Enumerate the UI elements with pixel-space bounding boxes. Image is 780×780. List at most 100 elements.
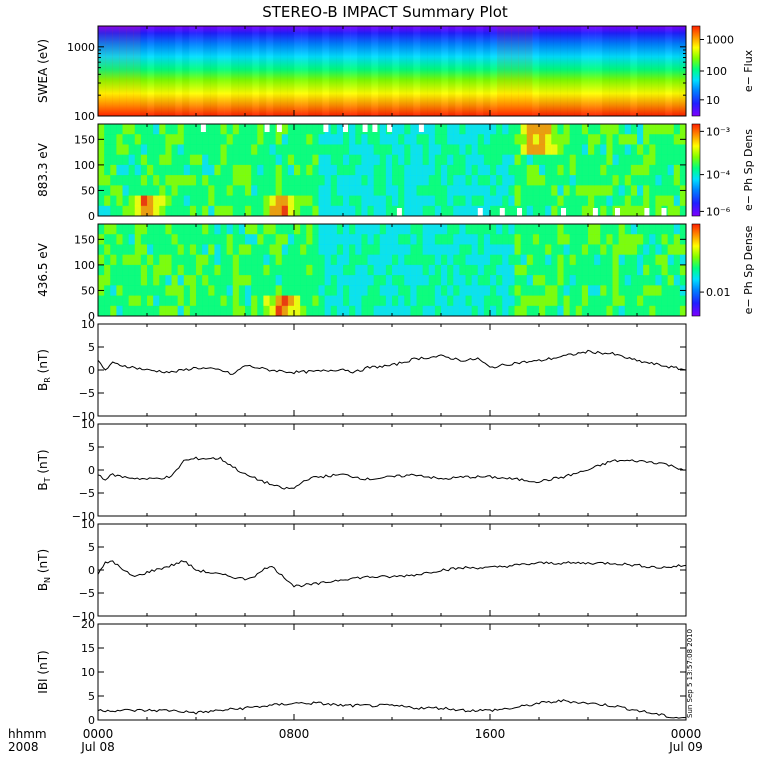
heatmap-cell	[563, 154, 571, 166]
y-tick-label: 5	[88, 541, 95, 554]
heatmap-cell	[122, 124, 130, 135]
heatmap-cell	[385, 285, 393, 296]
heatmap-cell	[441, 244, 448, 256]
heatmap-cell	[245, 164, 252, 176]
heatmap-cell	[526, 275, 534, 286]
heatmap-cell	[202, 164, 209, 176]
heatmap-cell	[532, 185, 540, 196]
heatmap-cell	[477, 175, 485, 186]
swea-time-bin	[483, 26, 491, 116]
heatmap-cell	[165, 254, 172, 266]
heatmap-cell	[392, 154, 399, 166]
heatmap-cell	[410, 144, 417, 156]
heatmap-cell	[312, 144, 319, 156]
heatmap-cell	[557, 254, 564, 266]
heatmap-cell	[428, 254, 436, 266]
heatmap-cell	[214, 175, 221, 186]
heatmap-cell	[465, 275, 473, 286]
heatmap-cell	[238, 264, 246, 276]
heatmap-cell	[655, 275, 662, 286]
heatmap-cell	[526, 144, 534, 156]
heatmap-cell	[245, 254, 252, 266]
heatmap-cell	[679, 164, 687, 176]
heatmap-cell	[422, 244, 430, 256]
heatmap-cell	[563, 244, 571, 256]
heatmap-cell	[630, 244, 638, 256]
heatmap-cell	[471, 244, 479, 256]
heatmap-cell	[306, 234, 313, 245]
heatmap-cell	[502, 175, 509, 186]
heatmap-cell	[269, 164, 277, 176]
heatmap-cell	[490, 224, 497, 235]
heatmap-cell	[122, 244, 130, 256]
heatmap-cell	[220, 264, 228, 276]
heatmap-cell	[630, 305, 638, 317]
heatmap-cell	[324, 305, 332, 317]
heatmap-cell	[667, 305, 675, 317]
heatmap-cell	[679, 205, 687, 217]
heatmap-cell	[373, 175, 381, 186]
heatmap-cell	[275, 195, 283, 207]
heatmap-cell	[140, 134, 148, 145]
heatmap-cell	[220, 134, 228, 145]
heatmap-cell	[147, 234, 154, 245]
heatmap-cell	[294, 175, 301, 186]
heatmap-cell	[392, 185, 399, 196]
swea-time-bin	[511, 26, 519, 116]
heatmap-cell	[637, 185, 644, 196]
heatmap-cell	[490, 234, 497, 245]
heatmap-cell	[153, 264, 160, 276]
heatmap-cell	[514, 134, 522, 145]
heatmap-cell	[428, 164, 436, 176]
heatmap-cell	[551, 124, 558, 135]
heatmap-cell	[392, 195, 399, 207]
heatmap-cell	[441, 305, 448, 317]
heatmap-cell	[483, 285, 491, 296]
heatmap-cell	[520, 305, 528, 317]
heatmap-cell	[257, 185, 264, 196]
heatmap-cell	[477, 164, 485, 176]
heatmap-cell	[294, 234, 301, 245]
heatmap-cell	[545, 295, 552, 307]
heatmap-cell	[649, 175, 656, 186]
heatmap-cell	[330, 244, 338, 256]
heatmap-cell	[98, 264, 105, 276]
heatmap-cell	[140, 144, 148, 156]
heatmap-cell	[104, 305, 111, 317]
heatmap-cell	[551, 195, 558, 207]
heatmap-cell	[183, 205, 191, 217]
heatmap-cell	[214, 264, 221, 276]
heatmap-cell	[404, 264, 411, 276]
heatmap-cell	[238, 154, 246, 166]
heatmap-cell	[214, 144, 221, 156]
heatmap-cell	[202, 195, 209, 207]
heatmap-cell	[232, 134, 240, 145]
x-tick-label: 0000	[83, 727, 114, 741]
heatmap-cell	[281, 295, 289, 307]
heatmap-cell	[312, 264, 319, 276]
colorbar-label: e− Flux	[742, 49, 755, 92]
heatmap-cell	[606, 275, 613, 286]
heatmap-cell	[453, 185, 460, 196]
heatmap-cell	[630, 224, 638, 235]
heatmap-cell	[165, 295, 172, 307]
heatmap-cell	[122, 175, 130, 186]
heatmap-cell	[618, 234, 626, 245]
heatmap-cell	[183, 164, 191, 176]
heatmap-cell	[159, 134, 166, 145]
heatmap-cell	[508, 124, 515, 135]
heatmap-cell	[569, 124, 577, 135]
data-gap	[517, 208, 522, 216]
heatmap-cell	[232, 224, 240, 235]
heatmap-cell	[434, 295, 442, 307]
heatmap-cell	[269, 295, 277, 307]
heatmap-cell	[171, 144, 179, 156]
heatmap-cell	[514, 224, 522, 235]
heatmap-cell	[588, 305, 595, 317]
swea-time-bin	[595, 26, 603, 116]
heatmap-cell	[183, 234, 191, 245]
heatmap-cell	[404, 164, 411, 176]
heatmap-cell	[202, 295, 209, 307]
heatmap-cell	[496, 224, 503, 235]
heatmap-cell	[336, 134, 344, 145]
